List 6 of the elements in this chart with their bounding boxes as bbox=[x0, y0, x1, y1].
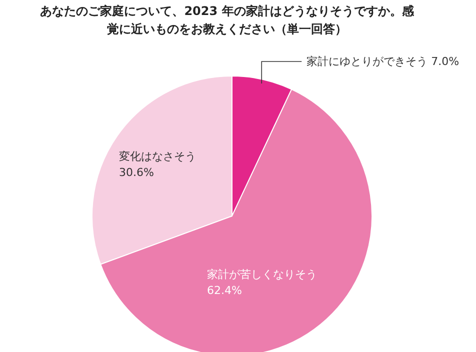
chart-title: あなたのご家庭について、2023 年の家計はどうなりそうですか。感覚に近いものをお教えください（単一回答） bbox=[40, 3, 414, 38]
slice-label: 変化はなさそう bbox=[119, 150, 196, 163]
slice-label: 家計にゆとりができそう 7.0% bbox=[306, 54, 460, 68]
data-label: 30.6% bbox=[119, 166, 154, 179]
data-label: 62.4% bbox=[207, 284, 242, 297]
slice-label: 家計が苦しくなりそう bbox=[207, 268, 317, 281]
